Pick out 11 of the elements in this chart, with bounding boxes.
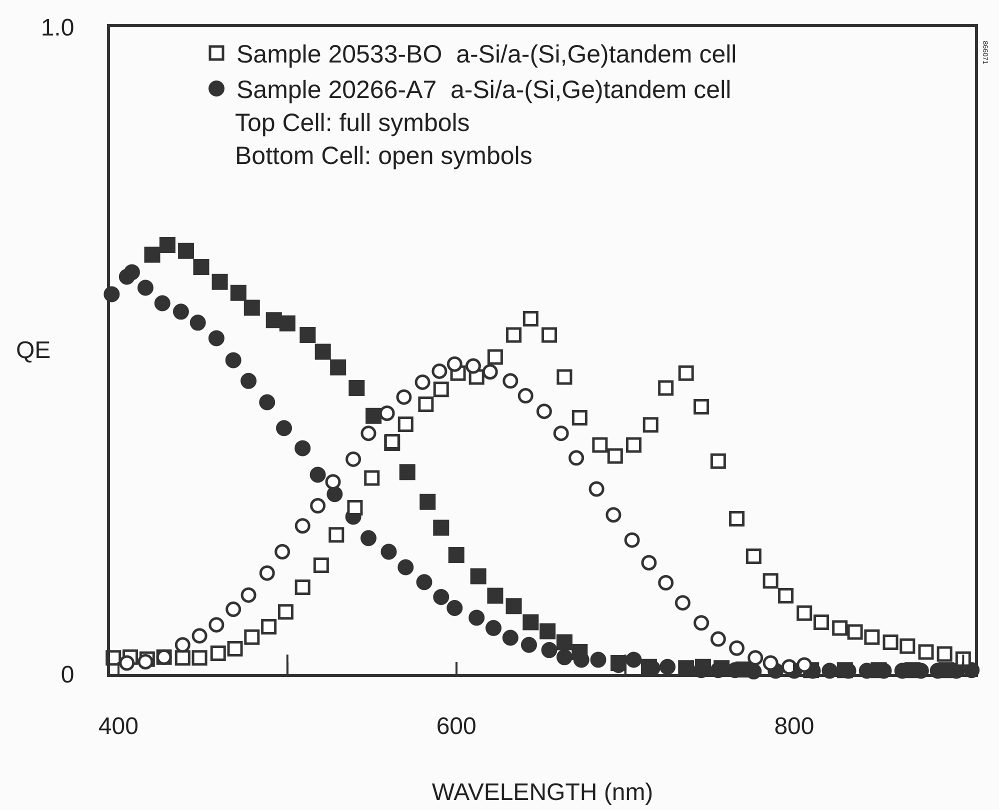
- x-tick-label: 400: [98, 712, 138, 740]
- annotation: Top Cell: full symbols: [235, 109, 470, 137]
- legend-label: Sample 20533-BO a-Si/a-(Si,Ge)tandem cell: [236, 40, 737, 69]
- legend-label: Sample 20266-A7 a-Si/a-(Si,Ge)tandem cell: [236, 76, 732, 104]
- x-axis-title: WAVELENGTH (nm): [432, 779, 654, 806]
- y-tick-label: 1.0: [40, 14, 74, 42]
- x-tick-label: 800: [774, 712, 814, 740]
- y-axis-title: QE: [16, 337, 51, 364]
- annotation: Bottom Cell: open symbols: [235, 142, 532, 170]
- y-tick-label: 0: [60, 661, 74, 688]
- x-tick-label: 600: [436, 712, 476, 740]
